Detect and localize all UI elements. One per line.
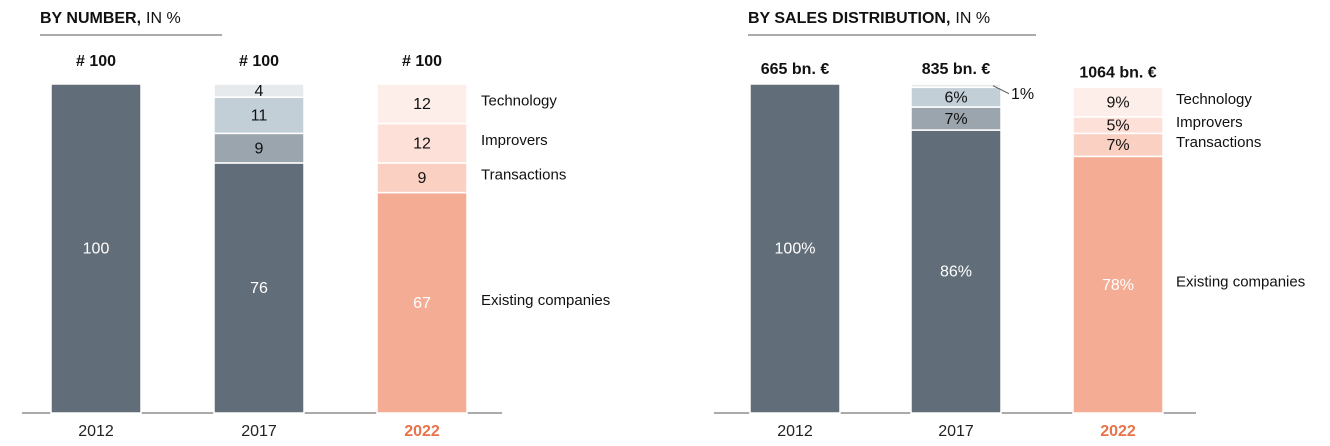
value-label: 12 [413,96,431,113]
total-label: 1064 bn. € [1079,65,1156,82]
legend-label: Improvers [1176,114,1243,131]
value-label: 9% [1106,94,1129,111]
bar-segment [50,83,142,414]
x-tick-label: 2012 [78,423,114,440]
value-label: 11 [251,107,268,124]
value-label: 7% [944,111,967,128]
bar-segment [213,83,305,98]
value-label: 100 [83,241,110,258]
leader-line [992,85,1010,95]
bar-segment [910,129,1002,414]
bar-segment [376,83,468,125]
value-label: 100% [775,241,816,258]
total-label: # 100 [76,53,116,70]
x-tick-label: 2012 [777,423,813,440]
title-bold: BY NUMBER, [40,10,141,27]
title-bold: BY SALES DISTRIBUTION, [748,10,950,27]
legend-label: Transactions [1176,134,1261,151]
x-tick-label: 2022 [1100,423,1136,440]
legend-label: Transactions [481,167,566,184]
value-label: 67 [413,295,431,312]
total-label: # 100 [402,53,442,70]
x-tick-label: 2017 [938,423,974,440]
total-label: # 100 [239,53,279,70]
bar-segment [1072,86,1164,118]
value-label: 1% [1011,86,1034,103]
total-label: 835 bn. € [922,61,991,78]
value-label: 9 [418,170,427,187]
value-label: 9 [255,140,264,157]
value-label: 4 [255,83,264,100]
legend-label: Existing companies [1176,274,1305,291]
legend-label: Improvers [481,132,548,149]
chart-title: BY SALES DISTRIBUTION, IN % [748,10,990,27]
bar-segment [749,83,841,414]
value-label: 78% [1102,277,1134,294]
legend-label: Technology [481,93,557,110]
bar-segment [213,96,305,135]
title-rest: IN % [955,10,990,27]
bar-segment [910,83,1002,89]
value-label: 6% [944,89,967,106]
value-label: 76 [250,280,268,297]
x-tick-label: 2017 [241,423,277,440]
value-label: 12 [413,135,431,152]
title-rest: IN % [146,10,181,27]
bar-segment [1072,155,1164,414]
value-label: 7% [1106,137,1129,154]
total-label: 665 bn. € [761,61,830,78]
legend-label: Existing companies [481,292,610,309]
bar-segment [213,132,305,164]
chart-title: BY NUMBER, IN % [40,10,181,27]
value-label: 5% [1106,117,1129,134]
x-tick-label: 2022 [404,423,440,440]
value-label: 86% [940,264,972,281]
legend-label: Technology [1176,91,1252,108]
